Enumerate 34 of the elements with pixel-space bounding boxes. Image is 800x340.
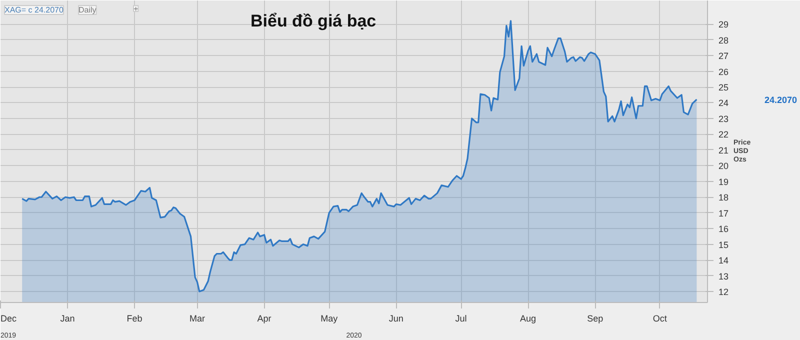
y-tick-label: 24	[718, 98, 729, 108]
annotation: Daily	[78, 6, 96, 14]
y-tick-label: 15	[718, 240, 729, 250]
annotation: +	[134, 4, 138, 14]
y-tick-label: 19	[718, 176, 729, 187]
x-tick-label: Mar	[190, 314, 205, 324]
y-tick-label: 12	[718, 286, 729, 297]
y-tick-label: 20	[718, 161, 729, 172]
x-tick-label: Oct	[652, 314, 668, 324]
annotation: XAG= c 24.2070	[4, 6, 64, 14]
y-tick-label: 23	[718, 114, 729, 124]
x-tick-label: Jun	[388, 314, 404, 324]
x-tick-label: Jul	[455, 314, 467, 324]
y-tick-label: 17	[718, 208, 729, 218]
x-tick-label: Sep	[587, 314, 604, 324]
y-tick-label: 26	[718, 66, 729, 77]
y-tick-label: 28	[718, 35, 729, 46]
y-tick-label: 14	[718, 256, 729, 266]
y-tick-label: 22	[718, 130, 729, 140]
x-tick-label: Dec	[0, 314, 18, 324]
y-tick-label: 18	[718, 192, 729, 203]
x-tick-label: Apr	[257, 314, 272, 324]
text: 24.2070	[764, 94, 798, 105]
x-tick-label: Aug	[520, 314, 536, 324]
y-tick-label: 16	[718, 224, 729, 234]
x-tick-label: May	[320, 314, 338, 324]
text: Biểu đồ giá bạc	[250, 12, 376, 30]
y-tick-label: 21	[718, 145, 729, 156]
y-tick-label: 13	[718, 271, 729, 282]
x-tick-label: Jan	[60, 314, 75, 324]
y-tick-label: 25	[718, 82, 729, 93]
y-tick-label: 29	[718, 20, 729, 30]
y-tick-label: 27	[718, 51, 729, 62]
x-tick-label: Feb	[126, 314, 142, 324]
